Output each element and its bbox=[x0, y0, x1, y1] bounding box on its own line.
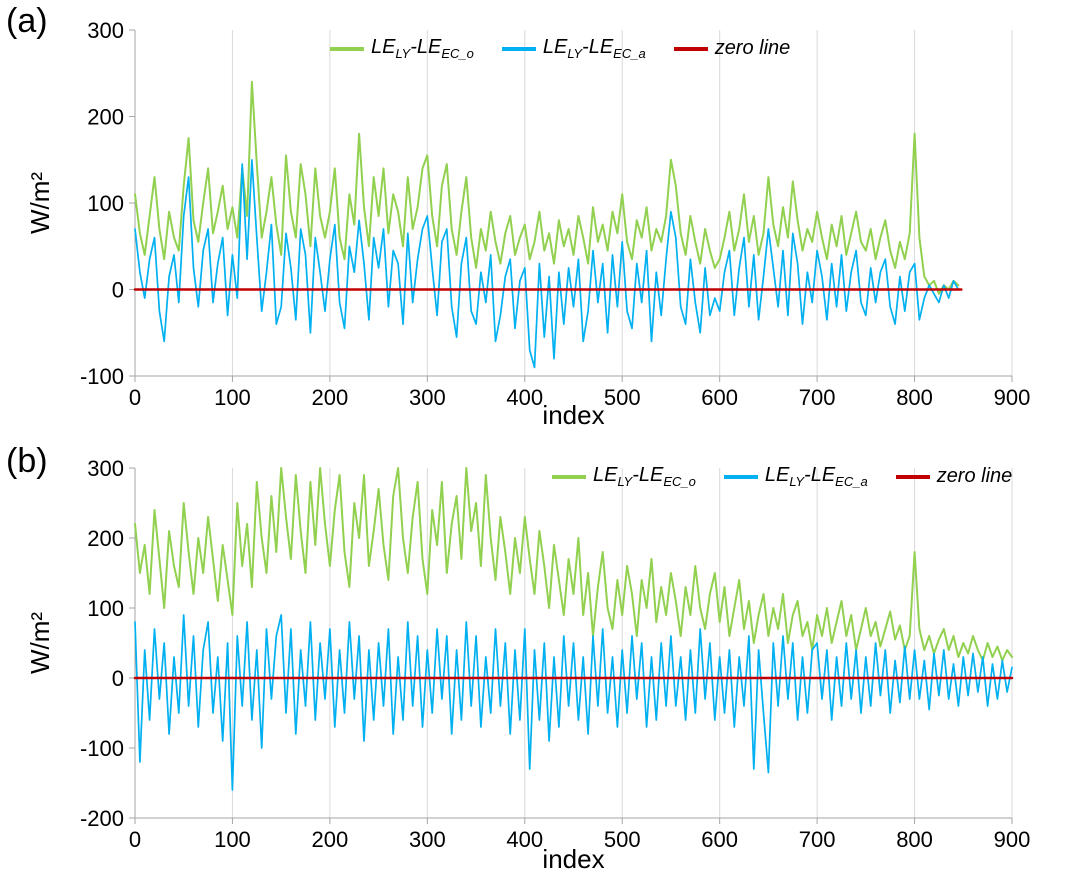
x-tick-label: 400 bbox=[506, 385, 543, 410]
x-tick-label: 0 bbox=[129, 827, 141, 852]
x-tick-label: 600 bbox=[701, 827, 738, 852]
y-tick-label: -100 bbox=[80, 364, 124, 389]
x-tick-label: 0 bbox=[129, 385, 141, 410]
legend-swatch bbox=[501, 46, 536, 51]
legend-item-zero-line: zero line bbox=[895, 465, 1013, 488]
x-tick-label: 100 bbox=[214, 385, 251, 410]
panel-b: (b) W/m² 0 100 200 300 400 500 600 700 800 900 -20… bbox=[0, 440, 1091, 880]
x-tick-label: 900 bbox=[994, 827, 1031, 852]
x-tick-label: 700 bbox=[799, 385, 836, 410]
legend-a: LELY-LEEC_o LELY-LEEC_a zero line bbox=[330, 36, 790, 61]
x-tick-label: 800 bbox=[896, 385, 933, 410]
y-tick-label: 100 bbox=[87, 191, 124, 216]
legend-item-le-ly-le-ec-a: LELY-LEEC_a bbox=[501, 36, 646, 61]
y-axis-title-a: W/m² bbox=[25, 171, 55, 235]
legend-item-le-ly-le-ec-a: LELY-LEEC_a bbox=[723, 464, 868, 489]
y-tick-label: 200 bbox=[87, 526, 124, 551]
legend-item-zero-line: zero line bbox=[673, 37, 791, 60]
x-tick-label: 500 bbox=[604, 827, 641, 852]
legend-swatch bbox=[552, 474, 586, 479]
legend-b: LELY-LEEC_o LELY-LEEC_a zero line bbox=[552, 464, 1012, 489]
series-line-le-ly-le-ec-a bbox=[134, 614, 1013, 791]
x-tick-label: 200 bbox=[312, 827, 349, 852]
y-tick-label: 200 bbox=[87, 105, 124, 130]
legend-label: LELY-LEEC_o bbox=[371, 36, 474, 61]
legend-item-le-ly-le-ec-o: LELY-LEEC_o bbox=[330, 36, 474, 61]
y-tick-label: 300 bbox=[87, 456, 124, 481]
chart-b: 0 100 200 300 400 500 600 700 800 900 -200 -100 0 100… bbox=[80, 456, 1031, 852]
panel-a: (a) W/m² 0 100 200 300 400 500 600 700 800 900 -10… bbox=[6, 2, 1031, 430]
legend-label: zero line bbox=[714, 37, 791, 59]
chart-a: 0 100 200 300 400 500 600 700 800 900-10001002003… bbox=[80, 18, 1031, 410]
legend-label: zero line bbox=[936, 465, 1013, 487]
y-tick-label: -200 bbox=[80, 806, 124, 831]
panel-label-b: (b) bbox=[6, 442, 48, 480]
x-tick-label: 400 bbox=[506, 827, 543, 852]
legend-swatch bbox=[723, 474, 758, 479]
y-tick-label: 100 bbox=[87, 596, 124, 621]
y-axis-title-b: W/m² bbox=[25, 611, 55, 675]
x-tick-label: 300 bbox=[409, 827, 446, 852]
legend-swatch bbox=[673, 46, 708, 51]
x-tick-label: 100 bbox=[214, 827, 251, 852]
y-tick-label: 0 bbox=[112, 278, 124, 303]
legend-label: LELY-LEEC_o bbox=[593, 464, 696, 489]
x-tick-label: 600 bbox=[701, 385, 738, 410]
x-tick-label: 300 bbox=[409, 385, 446, 410]
series-line-le-ly-le-ec-o bbox=[134, 467, 1013, 662]
x-tick-label: 700 bbox=[799, 827, 836, 852]
series-line-le-ly-le-ec-a bbox=[134, 158, 960, 369]
legend-label: LELY-LEEC_a bbox=[542, 36, 646, 61]
x-tick-label: 800 bbox=[896, 827, 933, 852]
series-line-le-ly-le-ec-o bbox=[134, 80, 960, 295]
y-tick-label: -100 bbox=[80, 736, 124, 761]
legend-swatch bbox=[330, 46, 364, 51]
legend-item-le-ly-le-ec-o: LELY-LEEC_o bbox=[552, 464, 696, 489]
x-tick-label: 200 bbox=[312, 385, 349, 410]
x-axis-title-b: index bbox=[542, 844, 605, 874]
x-tick-label: 900 bbox=[994, 385, 1031, 410]
legend-swatch bbox=[895, 474, 930, 479]
x-tick-label: 500 bbox=[604, 385, 641, 410]
y-tick-label: 0 bbox=[112, 666, 124, 691]
legend-label: LELY-LEEC_a bbox=[764, 464, 868, 489]
panel-label-a: (a) bbox=[6, 2, 48, 40]
y-tick-label: 300 bbox=[87, 18, 124, 43]
x-axis-title-a: index bbox=[542, 400, 605, 430]
